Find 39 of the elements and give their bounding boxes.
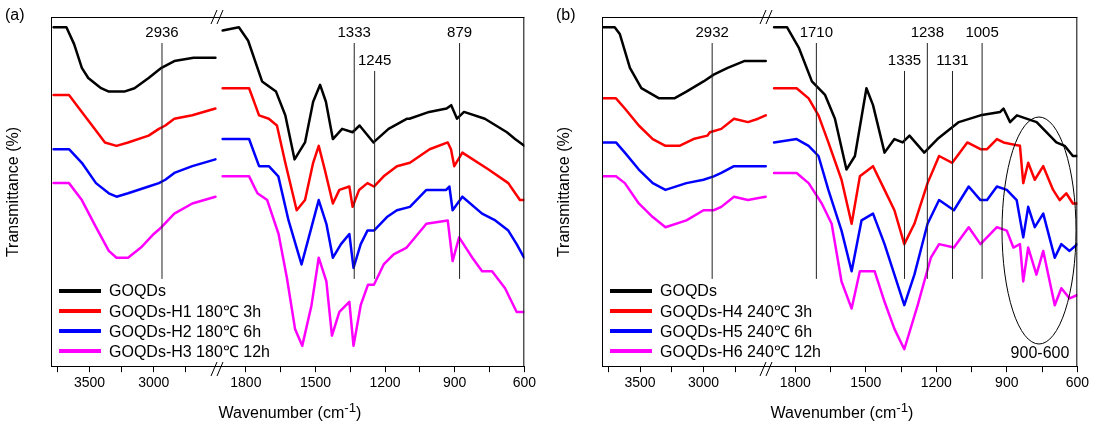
chart-title: (a) [5,6,25,24]
chart-title: (b) [556,6,576,24]
x-tick-label: 3000 [687,374,720,391]
x-tick-label: 900 [443,374,467,391]
ref-line-label: 1335 [887,51,922,68]
ref-line-label: 1238 [910,23,945,40]
legend-label: GOQDs-H1 180℃ 3h [109,302,262,322]
ref-line-label: 879 [447,23,473,40]
x-tick-label: 3500 [73,374,106,391]
y-axis-title: Transmittance (%) [555,126,573,258]
legend-label: GOQDs [109,282,166,300]
legend-label: GOQDs [660,282,717,300]
legend-label: GOQDs-H4 240℃ 3h [660,302,813,322]
x-tick-label: 3000 [138,374,170,391]
ref-line-label: 1131 [936,51,969,68]
annotation: 900-600 [1010,344,1070,362]
x-tick-label: 3500 [624,374,656,391]
x-tick-label: 600 [1065,374,1090,391]
y-axis-title: Transmittance (%) [4,126,22,258]
ref-line-label: 1005 [965,23,999,40]
x-axis-title: Wavenumber (cm$^{-1}$) [770,400,914,423]
legend-label: GOQDs-H6 240℃ 12h [660,342,821,362]
x-tick-label: 1500 [299,374,332,391]
ref-line-label: 1245 [357,51,392,68]
x-tick-label: 1500 [850,374,882,391]
legend-label: GOQDs-H5 240℃ 6h [660,322,813,342]
legend-label: GOQDs-H2 180℃ 6h [109,322,262,342]
x-tick-label: 600 [512,374,537,391]
ref-line-label: 2932 [695,23,729,40]
x-tick-label: 1200 [920,374,953,391]
x-axis-title: Wavenumber (cm$^{-1}$) [218,400,362,423]
x-tick-label: 1800 [230,374,262,391]
x-tick-label: 900 [995,374,1019,391]
ref-line-label: 1333 [337,23,371,40]
x-tick-label: 1200 [369,374,401,391]
legend-label: GOQDs-H3 180℃ 12h [109,342,270,362]
x-tick-label: 1800 [779,374,811,391]
ref-line-label: 2936 [145,23,179,40]
ref-line-label: 1710 [799,23,834,40]
